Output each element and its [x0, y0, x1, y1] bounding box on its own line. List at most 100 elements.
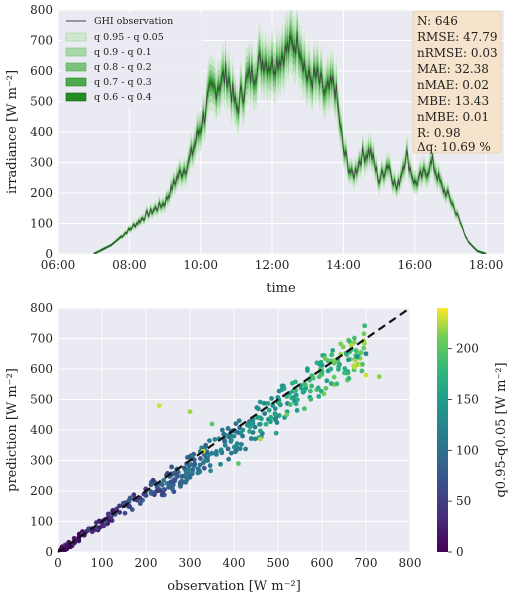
timeseries-chart: 06:00 08:00 10:00 12:00 14:00 16:00 18:00 0 100… — [5, 3, 504, 296]
scatter-y-tick-label: 800 — [30, 301, 53, 315]
scatter-y-tick-label: 200 — [30, 484, 53, 498]
stat-nrmse: nRMSE: 0.03 — [417, 46, 498, 60]
legend-label-observation: GHI observation — [94, 16, 173, 27]
scatter-point — [208, 468, 213, 474]
scatter-point — [201, 465, 207, 471]
colorbar: 0 50 100 150 200 q0.95-q0.05 [W m⁻²] — [437, 308, 509, 559]
scatter-point — [129, 507, 135, 512]
scatter-point — [331, 374, 337, 380]
legend-label-q70-q30: q 0.7 - q 0.3 — [94, 77, 152, 88]
scatter-point — [348, 342, 354, 348]
scatter-point — [225, 426, 231, 431]
scatter-y-tick-label: 600 — [30, 362, 53, 376]
scatter-point — [319, 362, 325, 368]
scatter-point — [280, 383, 286, 389]
scatter-point — [218, 461, 223, 467]
scatter-point — [222, 442, 228, 448]
scatter-point — [233, 448, 239, 454]
scatter-point — [257, 428, 263, 434]
scatter-point — [272, 411, 278, 417]
timeseries-y-label: irradiance [W m⁻²] — [5, 70, 20, 194]
scatter-point — [187, 474, 193, 480]
scatter-point — [363, 372, 369, 378]
scatter-point — [347, 339, 352, 344]
scatter-point — [110, 508, 116, 513]
scatter-point — [249, 421, 255, 427]
scatter-point — [308, 388, 313, 394]
scatter-point — [352, 357, 358, 363]
scatter-point — [258, 436, 263, 442]
scatter-point — [308, 396, 314, 402]
timeseries-y-tick-label: 0 — [45, 247, 53, 261]
scatter-point — [322, 356, 328, 361]
scatter-point — [323, 385, 329, 391]
legend-swatch-q60-q40 — [65, 92, 87, 102]
scatter-point — [239, 441, 244, 447]
scatter-point — [289, 380, 295, 386]
scatter-x-tick-label: 0 — [54, 556, 62, 570]
scatter-point — [363, 351, 369, 357]
scatter-point — [185, 468, 191, 474]
scatter-point — [203, 442, 209, 448]
scatter-point — [156, 488, 162, 494]
scatter-x-tick-label: 200 — [135, 556, 158, 570]
scatter-point — [189, 471, 195, 477]
colorbar-label: q0.95-q0.05 [W m⁻²] — [494, 362, 509, 497]
stat-r: R: 0.98 — [417, 126, 461, 140]
scatter-y-tick-label: 400 — [30, 423, 53, 437]
scatter-point — [185, 454, 190, 460]
scatter-point — [284, 412, 290, 418]
scatter-point — [361, 345, 367, 351]
legend-swatch-q70-q30 — [65, 77, 87, 87]
scatter-y-tick-label: 500 — [30, 393, 53, 407]
scatter-point — [321, 391, 327, 397]
scatter-point — [187, 409, 193, 415]
scatter-point — [168, 479, 174, 485]
scatter-point — [161, 477, 166, 483]
scatter-point — [196, 467, 202, 473]
scatter-point — [183, 472, 189, 478]
legend-label-q80-q20: q 0.8 - q 0.2 — [94, 62, 152, 73]
scatter-point — [174, 474, 180, 479]
scatter-point — [156, 403, 162, 408]
scatter-point — [258, 415, 263, 421]
scatter-point — [354, 354, 360, 360]
scatter-point — [270, 403, 276, 408]
scatter-point — [302, 381, 307, 387]
scatter-point — [228, 437, 234, 443]
scatter-point — [164, 481, 170, 486]
scatter-point — [361, 331, 367, 337]
scatter-point — [328, 366, 334, 372]
scatter-point — [267, 419, 273, 425]
stat-delta-q: Δq: 10.69 % — [417, 140, 491, 154]
timeseries-x-tick-label: 14:00 — [326, 258, 361, 272]
scatter-point — [190, 467, 196, 473]
scatter-point — [150, 477, 156, 483]
colorbar-tick-label: 150 — [456, 393, 479, 407]
scatter-point — [161, 487, 167, 492]
scatter-point — [376, 374, 382, 380]
scatter-point — [362, 323, 368, 329]
timeseries-x-label: time — [266, 281, 296, 296]
scatter-point — [269, 396, 274, 401]
scatter-point — [183, 479, 189, 485]
scatter-point — [257, 399, 263, 405]
scatter-point — [240, 433, 246, 439]
scatter-point — [243, 446, 248, 452]
legend-label-q90-q10: q 0.9 - q 0.1 — [94, 47, 152, 58]
scatter-x-ticks: 0 100 200 300 400 500 600 700 800 — [54, 556, 421, 570]
scatter-point — [342, 370, 347, 376]
stat-n: N: 646 — [417, 14, 458, 28]
scatter-point — [252, 436, 258, 442]
scatter-point — [346, 375, 352, 381]
scatter-point — [352, 335, 357, 341]
scatter-point — [97, 525, 103, 530]
scatter-point — [240, 427, 246, 433]
scatter-point — [268, 414, 274, 420]
scatter-point — [148, 489, 154, 495]
scatter-point — [191, 457, 197, 463]
scatter-point — [336, 366, 341, 372]
scatter-x-tick-label: 800 — [399, 556, 422, 570]
scatter-point — [209, 421, 215, 427]
scatter-point — [287, 402, 293, 407]
